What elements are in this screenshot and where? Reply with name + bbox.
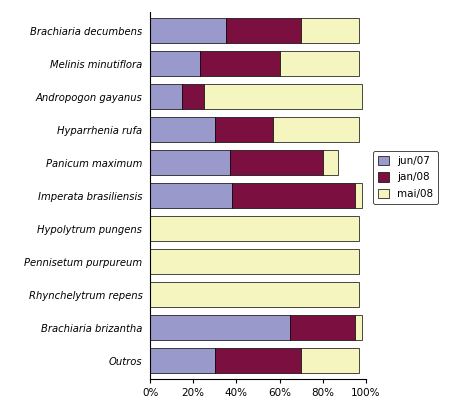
- Bar: [230, 150, 323, 175]
- Bar: [150, 84, 182, 109]
- Bar: [273, 117, 359, 142]
- Bar: [215, 117, 273, 142]
- Bar: [182, 84, 204, 109]
- Bar: [150, 316, 290, 340]
- Bar: [150, 51, 200, 76]
- Bar: [226, 18, 301, 43]
- Bar: [200, 51, 280, 76]
- Bar: [215, 349, 301, 373]
- Bar: [150, 117, 215, 142]
- Bar: [150, 249, 359, 274]
- Bar: [150, 183, 232, 208]
- Bar: [290, 316, 355, 340]
- Bar: [150, 18, 226, 43]
- Legend: jun/07, jan/08, mai/08: jun/07, jan/08, mai/08: [373, 150, 439, 204]
- Bar: [150, 349, 215, 373]
- Bar: [150, 216, 359, 241]
- Bar: [232, 183, 355, 208]
- Bar: [204, 84, 362, 109]
- Bar: [355, 316, 362, 340]
- Bar: [150, 150, 230, 175]
- Bar: [301, 349, 359, 373]
- Bar: [323, 150, 338, 175]
- Bar: [150, 282, 359, 307]
- Bar: [355, 183, 362, 208]
- Bar: [280, 51, 359, 76]
- Bar: [301, 18, 359, 43]
